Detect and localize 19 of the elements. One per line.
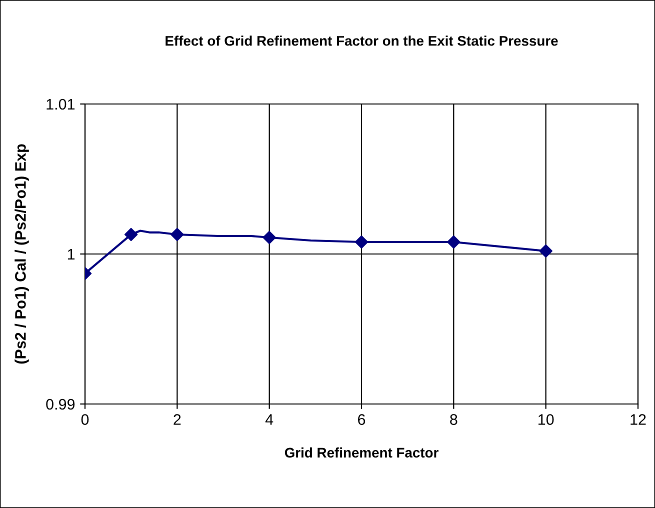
x-tick-label: 4 [265, 414, 274, 425]
x-tick-label: 6 [358, 414, 366, 425]
x-tick-label: 0 [81, 414, 89, 425]
point [170, 228, 184, 242]
x-tick-label: 10 [538, 414, 554, 425]
x-tick-label: 8 [450, 414, 458, 425]
point [539, 244, 552, 258]
chart-title: Effect of Grid Refinement Factor on the Exit Static Pressure [166, 36, 558, 46]
x-tick-label: 2 [174, 414, 181, 425]
y-tick-label: 0.99 [46, 398, 75, 410]
point [447, 235, 460, 249]
y-axis-title: (Ps2 / Po1) Cal / (Ps2/Po1) Exp [14, 144, 29, 364]
x-axis-title: Grid Refinement Factor [284, 447, 438, 458]
y-tick-label: 1 [68, 249, 75, 260]
point [262, 230, 276, 244]
point [124, 228, 138, 242]
x-tick-label: 12 [630, 414, 646, 425]
point [354, 235, 368, 249]
y-tick-label: 1.01 [46, 98, 75, 110]
